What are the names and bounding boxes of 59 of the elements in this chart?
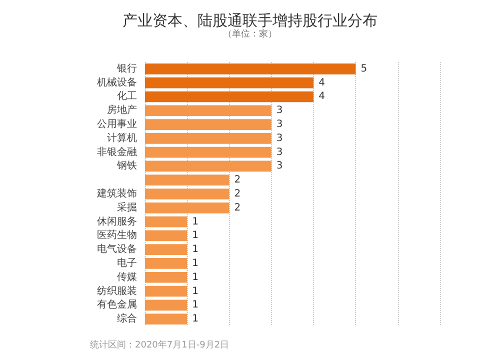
y-tick-label: 化工	[117, 90, 137, 102]
bar	[145, 160, 272, 172]
data-label: 1	[192, 216, 199, 228]
data-label: 1	[192, 230, 199, 242]
data-label: 1	[192, 286, 199, 297]
data-label: 4	[318, 91, 325, 102]
bar	[145, 188, 230, 200]
bar	[145, 272, 188, 283]
bar	[145, 119, 272, 130]
chart-title: 产业资本、陆股通联手增持股行业分布	[122, 12, 378, 30]
y-tick-label: 计算机	[107, 132, 137, 144]
data-label: 4	[318, 77, 325, 88]
bar	[145, 258, 188, 269]
bar	[145, 314, 188, 324]
data-label: 1	[192, 258, 199, 269]
bar	[145, 244, 188, 255]
data-label: 1	[192, 314, 199, 325]
y-tick-label: 房地产	[107, 104, 137, 116]
bar	[145, 77, 314, 88]
bar	[145, 286, 188, 297]
y-tick-label: 纺织服装	[97, 284, 137, 297]
bar	[145, 174, 230, 186]
y-tick-label: 综合	[117, 312, 137, 325]
y-tick-label: 采掘	[117, 201, 137, 214]
y-tick-label: 钢铁	[116, 160, 137, 172]
data-label: 5	[360, 63, 368, 74]
chart-subtitle: （单位：家）	[223, 28, 277, 40]
y-tick-label: 建筑装饰	[96, 188, 137, 200]
bar	[145, 105, 272, 116]
bar	[145, 91, 314, 102]
text: 统计区间：2020年7月1日-9月2日	[90, 340, 230, 350]
bar	[145, 202, 230, 214]
data-label: 1	[192, 300, 199, 311]
y-tick-label: 银行	[116, 63, 137, 74]
y-tick-label: 医药生物	[97, 229, 137, 242]
y-tick-label: 休闲服务	[97, 215, 137, 228]
data-label: 3	[276, 119, 283, 130]
y-tick-label: 非银金融	[97, 146, 137, 158]
data-label: 2	[234, 202, 241, 214]
data-label: 2	[234, 188, 241, 200]
y-tick-label: 机械设备	[97, 76, 137, 88]
y-tick-label: 电子	[117, 256, 137, 269]
bar	[145, 300, 188, 311]
data-label: 3	[276, 132, 283, 144]
bar	[145, 230, 188, 242]
data-label: 1	[192, 272, 199, 283]
y-tick-label: 电气设备	[97, 243, 137, 256]
bar	[145, 133, 272, 144]
bar	[145, 216, 188, 228]
data-label: 3	[276, 105, 283, 116]
bar	[145, 146, 272, 158]
y-tick-label: 有色金属	[97, 298, 137, 311]
data-label: 2	[234, 174, 241, 186]
y-tick-label: 传媒	[117, 272, 137, 283]
y-tick-label: 公用事业	[97, 118, 137, 130]
data-label: 1	[192, 244, 199, 256]
data-label: 3	[276, 160, 283, 172]
bar	[145, 64, 356, 74]
data-label: 3	[276, 146, 283, 158]
